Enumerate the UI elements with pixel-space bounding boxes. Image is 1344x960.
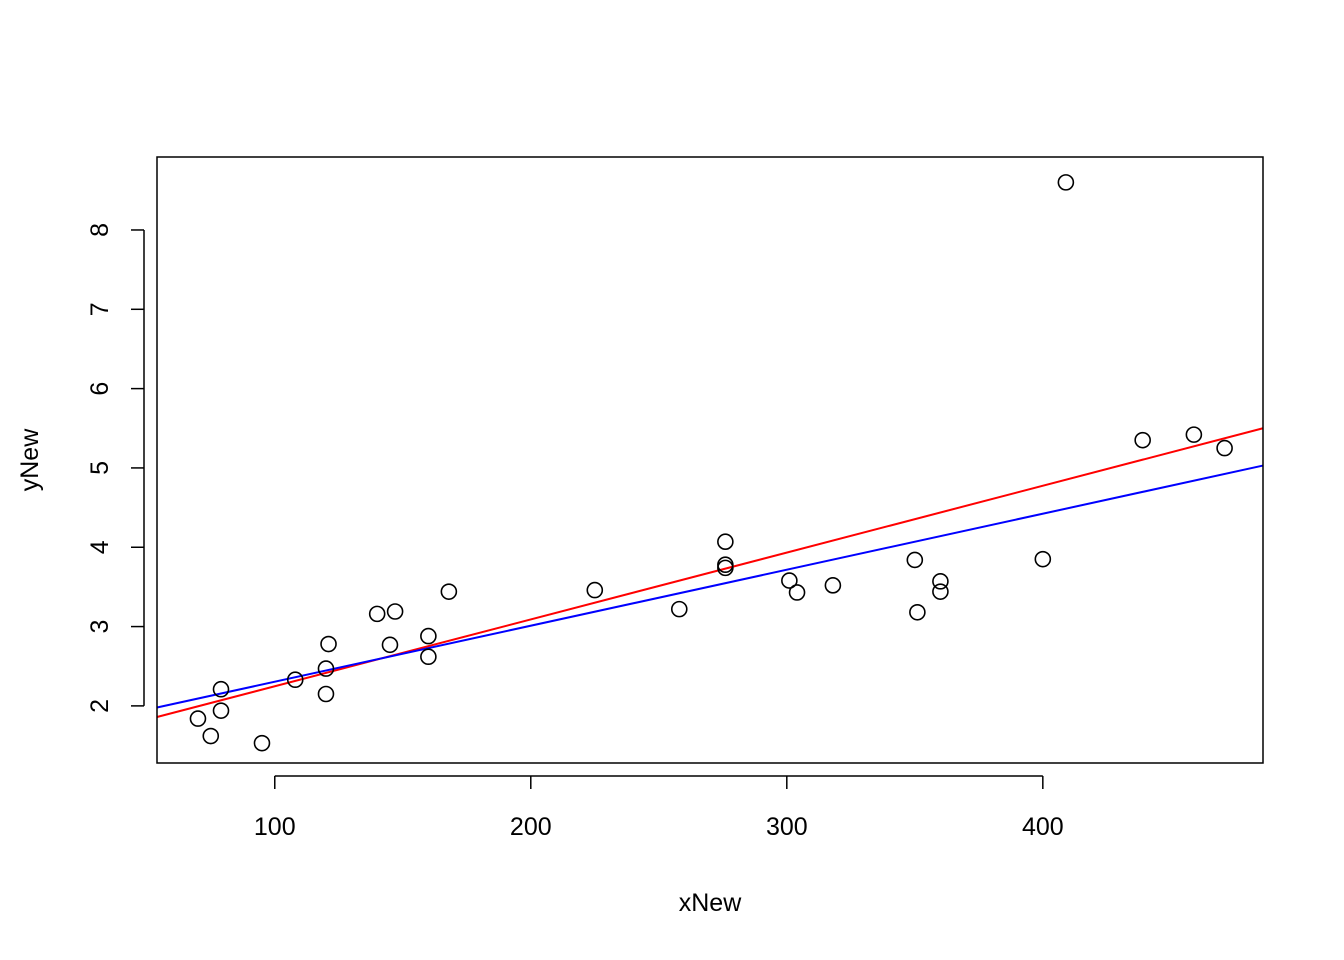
data-point — [320, 635, 337, 653]
data-point — [586, 581, 604, 599]
data-point — [932, 573, 949, 590]
data-point — [253, 734, 271, 752]
data-point — [381, 636, 399, 654]
y-tick-label: 5 — [86, 461, 114, 475]
data-point — [909, 603, 926, 621]
data-point — [824, 577, 842, 594]
data-point — [670, 600, 688, 618]
fit-lines — [156, 427, 1264, 718]
plot-box — [156, 156, 1264, 764]
data-point — [440, 583, 458, 600]
x-axis: 100 200 300 400 — [254, 775, 1064, 841]
y-tick-label: 6 — [86, 382, 114, 396]
data-point — [788, 584, 806, 601]
data-point — [717, 556, 734, 574]
y-axis-title: yNew — [16, 428, 44, 491]
data-point — [1185, 426, 1203, 443]
data-point — [368, 605, 386, 623]
fit-line-2 — [156, 464, 1264, 709]
data-point — [212, 680, 230, 698]
data-point — [1216, 439, 1233, 457]
y-tick-label: 2 — [86, 699, 114, 713]
data-point — [212, 702, 230, 719]
y-tick-label: 8 — [86, 223, 114, 237]
data-point — [286, 671, 304, 689]
data-point — [317, 685, 335, 703]
data-point — [932, 583, 949, 600]
data-points — [189, 174, 1233, 752]
data-point — [717, 533, 734, 550]
data-point — [1134, 431, 1151, 449]
y-tick-label: 7 — [86, 302, 114, 316]
y-tick-label: 4 — [86, 540, 114, 554]
data-point — [781, 572, 798, 589]
x-tick-label: 400 — [1022, 813, 1064, 841]
data-point — [386, 603, 404, 620]
x-tick-label: 100 — [254, 813, 296, 841]
y-axis: 2 3 4 5 6 7 8 — [86, 223, 145, 713]
x-tick-label: 200 — [510, 813, 552, 841]
fit-line-1 — [156, 427, 1264, 718]
data-point — [189, 710, 207, 727]
data-point — [420, 627, 437, 645]
data-point — [717, 559, 734, 577]
x-axis-title: xNew — [679, 889, 742, 917]
data-point — [1057, 174, 1075, 191]
data-point — [317, 660, 335, 677]
data-point — [906, 551, 924, 569]
data-point — [202, 727, 220, 745]
data-point — [420, 648, 437, 666]
data-point — [1034, 550, 1052, 568]
y-tick-label: 3 — [86, 620, 114, 634]
x-tick-label: 300 — [766, 813, 808, 841]
